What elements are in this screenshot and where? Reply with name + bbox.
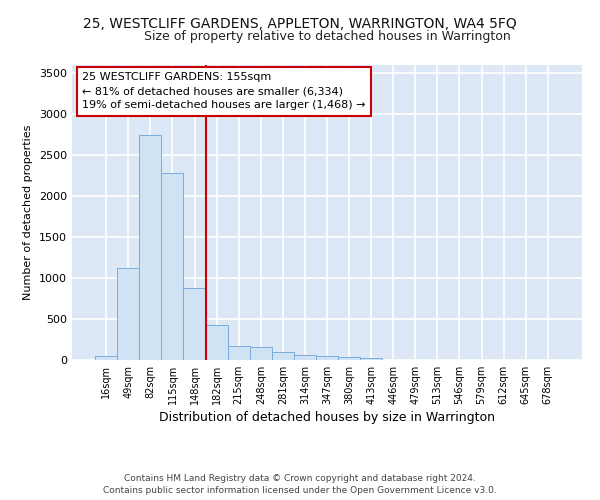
Bar	[184, 288, 206, 360]
Bar	[360, 358, 382, 360]
Title: Size of property relative to detached houses in Warrington: Size of property relative to detached ho…	[143, 30, 511, 43]
Bar	[206, 325, 227, 360]
Bar	[139, 136, 161, 360]
Text: 25 WESTCLIFF GARDENS: 155sqm
← 81% of detached houses are smaller (6,334)
19% of: 25 WESTCLIFF GARDENS: 155sqm ← 81% of de…	[82, 72, 366, 110]
Bar	[272, 352, 294, 360]
X-axis label: Distribution of detached houses by size in Warrington: Distribution of detached houses by size …	[159, 411, 495, 424]
Y-axis label: Number of detached properties: Number of detached properties	[23, 125, 34, 300]
Bar	[338, 357, 360, 360]
Bar	[294, 354, 316, 360]
Bar	[95, 356, 117, 360]
Text: 25, WESTCLIFF GARDENS, APPLETON, WARRINGTON, WA4 5FQ: 25, WESTCLIFF GARDENS, APPLETON, WARRING…	[83, 18, 517, 32]
Bar	[316, 356, 338, 360]
Bar	[117, 268, 139, 360]
Text: Contains HM Land Registry data © Crown copyright and database right 2024.
Contai: Contains HM Land Registry data © Crown c…	[103, 474, 497, 495]
Bar	[161, 173, 184, 360]
Bar	[227, 346, 250, 360]
Bar	[250, 347, 272, 360]
